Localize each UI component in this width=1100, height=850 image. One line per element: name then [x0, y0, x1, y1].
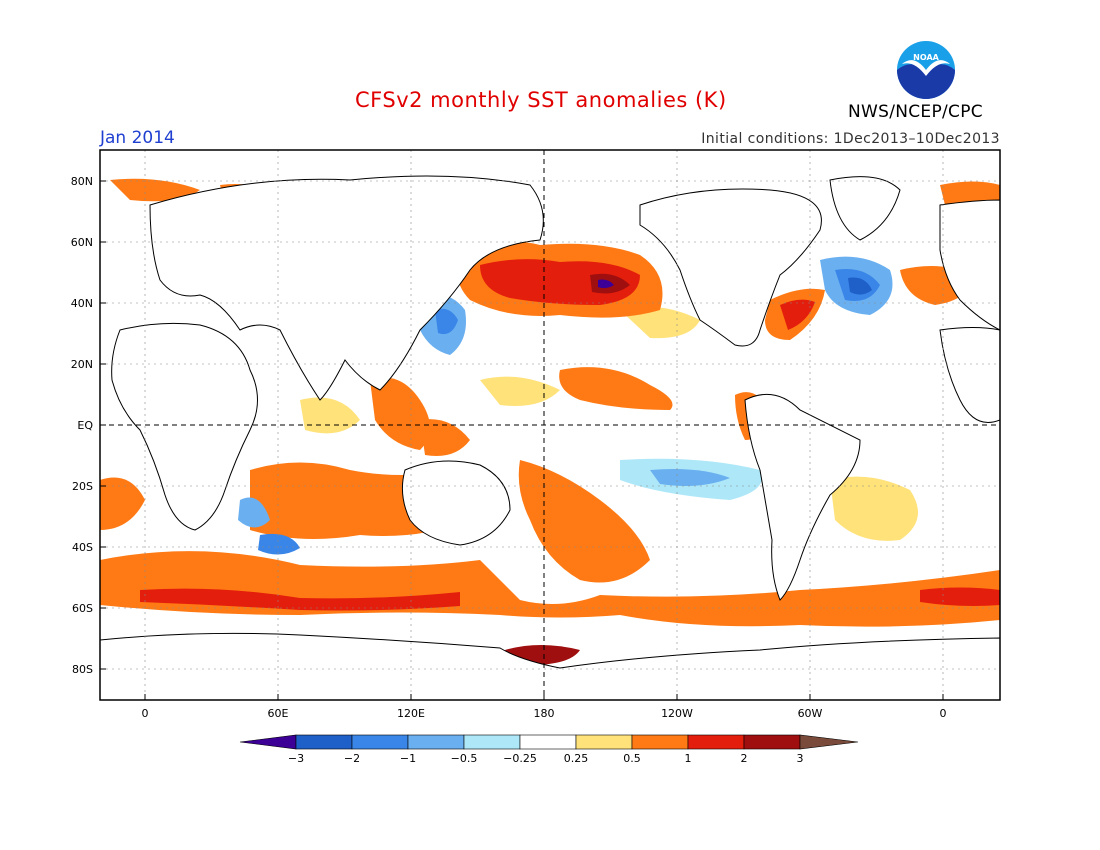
- noaa-seagull-logo-icon: NOAA: [897, 41, 955, 99]
- colorbar-swatch: [295, 734, 353, 750]
- lat-label: 20S: [72, 480, 93, 493]
- colorbar-swatch: [575, 734, 633, 750]
- colorbar: −3 −2 −1 −0.5 −0.25 0.25 0.5 1 2 3: [239, 734, 859, 765]
- lon-label: 180: [534, 707, 555, 720]
- colorbar-swatch: [407, 734, 465, 750]
- colorbar-label: 1: [685, 752, 692, 765]
- colorbar-label: 0.25: [564, 752, 589, 765]
- lon-label: 0: [940, 707, 947, 720]
- colorbar-label: −0.25: [503, 752, 537, 765]
- noaa-logo-text: NOAA: [913, 53, 939, 62]
- colorbar-swatch: [463, 734, 521, 750]
- lat-label: 80S: [72, 663, 93, 676]
- colorbar-label: 2: [741, 752, 748, 765]
- colorbar-swatch: [631, 734, 689, 750]
- lon-label: 0: [142, 707, 149, 720]
- lat-label: 20N: [71, 358, 93, 371]
- colorbar-label: −0.5: [451, 752, 478, 765]
- initial-conditions: Initial conditions: 1Dec2013–10Dec2013: [701, 131, 1000, 147]
- land-masses: [100, 175, 1000, 700]
- colorbar-label: 3: [797, 752, 804, 765]
- chart-title: CFSv2 monthly SST anomalies (K): [355, 88, 727, 112]
- forecast-month: Jan 2014: [100, 128, 175, 148]
- graticule: [100, 150, 1000, 700]
- lon-label: 120E: [397, 707, 425, 720]
- lon-axis: 0 60E 120E 180 120W 60W 0: [142, 694, 947, 720]
- colorbar-label: −1: [400, 752, 416, 765]
- lat-label: 60N: [71, 236, 93, 249]
- lat-label: 40S: [72, 541, 93, 554]
- lat-label: 40N: [71, 297, 93, 310]
- lat-label: EQ: [77, 419, 93, 432]
- colorbar-swatch: [743, 734, 801, 750]
- lat-label: 80N: [71, 175, 93, 188]
- lon-label: 60W: [798, 707, 823, 720]
- colorbar-label: −3: [288, 752, 304, 765]
- colorbar-max-arrow: [799, 734, 859, 750]
- agency-label: NWS/NCEP/CPC: [848, 102, 983, 122]
- lon-label: 120W: [661, 707, 693, 720]
- lon-label: 60E: [268, 707, 289, 720]
- lat-axis: 80N 60N 40N 20N EQ 20S 40S 60S 80S: [71, 175, 106, 676]
- colorbar-swatch: [687, 734, 745, 750]
- colorbar-min-arrow: [239, 734, 297, 750]
- colorbar-label: −2: [344, 752, 360, 765]
- colorbar-swatch: [351, 734, 409, 750]
- lat-label: 60S: [72, 602, 93, 615]
- reference-lines: [100, 150, 1000, 700]
- colorbar-label: 0.5: [623, 752, 641, 765]
- colorbar-swatch: [519, 734, 577, 750]
